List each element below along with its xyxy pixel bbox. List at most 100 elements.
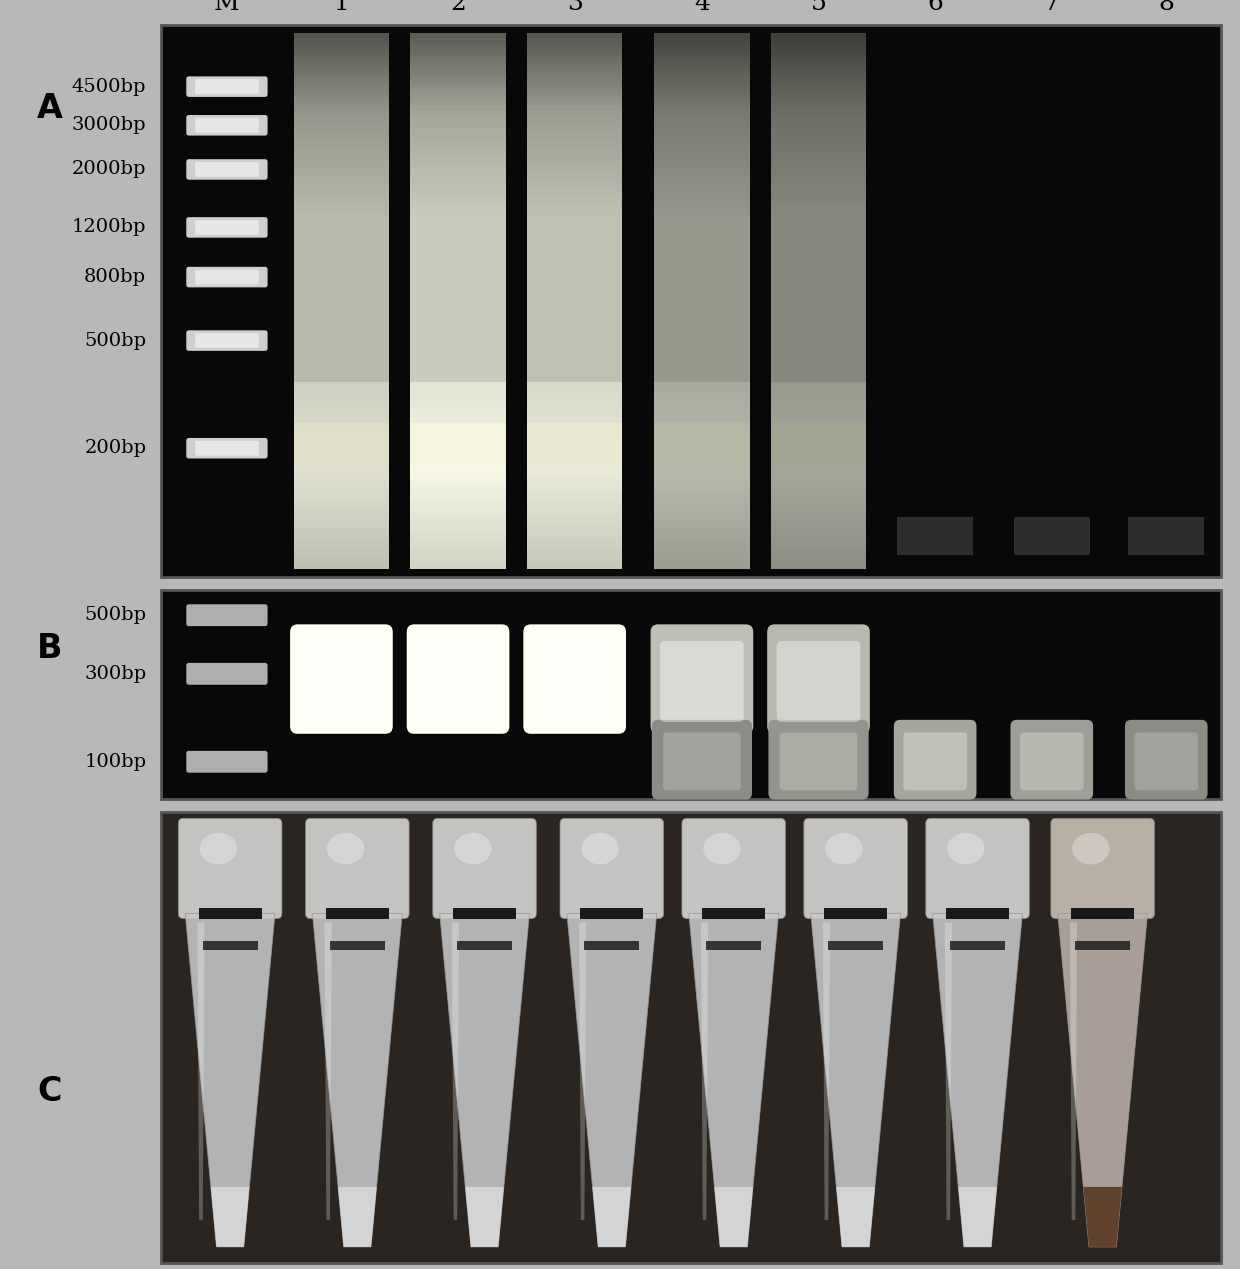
Bar: [527, 118, 622, 123]
Bar: [527, 404, 622, 409]
Bar: [294, 261, 389, 265]
Bar: [771, 524, 867, 529]
Bar: [655, 217, 750, 221]
Bar: [410, 315, 506, 320]
Bar: [527, 377, 622, 382]
Bar: [294, 60, 389, 65]
Bar: [771, 189, 867, 194]
Bar: [655, 168, 750, 173]
Bar: [294, 489, 389, 494]
Bar: [771, 105, 867, 109]
Bar: [410, 426, 506, 430]
Bar: [771, 256, 867, 261]
Bar: [410, 168, 506, 173]
Bar: [410, 395, 506, 400]
Polygon shape: [811, 914, 900, 1247]
Bar: [527, 489, 622, 494]
Bar: [527, 359, 622, 364]
Polygon shape: [185, 914, 275, 1247]
FancyBboxPatch shape: [433, 819, 537, 919]
Bar: [655, 453, 750, 458]
Ellipse shape: [454, 832, 491, 864]
Bar: [410, 471, 506, 476]
Polygon shape: [339, 1187, 377, 1247]
Bar: [655, 212, 750, 217]
Bar: [655, 150, 750, 154]
Bar: [410, 529, 506, 533]
Bar: [294, 159, 389, 162]
Text: 500bp: 500bp: [84, 331, 146, 349]
Bar: [410, 421, 506, 426]
Bar: [771, 301, 867, 306]
Bar: [702, 907, 765, 919]
Bar: [410, 235, 506, 239]
Bar: [655, 79, 750, 82]
Bar: [655, 283, 750, 288]
Bar: [771, 556, 867, 560]
Bar: [294, 444, 389, 449]
Bar: [771, 350, 867, 355]
Bar: [655, 274, 750, 279]
Bar: [771, 315, 867, 320]
Bar: [410, 141, 506, 145]
Bar: [527, 297, 622, 301]
Bar: [294, 239, 389, 244]
Bar: [527, 221, 622, 226]
FancyBboxPatch shape: [195, 79, 259, 94]
Bar: [771, 226, 867, 230]
Text: 3: 3: [567, 0, 583, 15]
Bar: [655, 345, 750, 350]
Bar: [410, 288, 506, 292]
Bar: [655, 368, 750, 373]
Bar: [410, 453, 506, 458]
Polygon shape: [567, 914, 657, 1247]
Bar: [527, 444, 622, 449]
Bar: [527, 247, 622, 253]
FancyBboxPatch shape: [195, 118, 259, 133]
Bar: [294, 51, 389, 56]
Bar: [294, 400, 389, 404]
Bar: [771, 136, 867, 141]
Bar: [294, 341, 389, 346]
Bar: [655, 315, 750, 320]
Bar: [771, 127, 867, 132]
Bar: [655, 176, 750, 181]
Bar: [771, 253, 867, 256]
Bar: [410, 171, 506, 176]
FancyBboxPatch shape: [186, 115, 268, 136]
Bar: [294, 483, 389, 489]
Bar: [1013, 516, 1090, 556]
Bar: [655, 301, 750, 306]
Polygon shape: [1070, 923, 1078, 1220]
Bar: [655, 324, 750, 329]
Bar: [771, 274, 867, 279]
Bar: [294, 265, 389, 270]
Bar: [294, 327, 389, 332]
Bar: [527, 560, 622, 565]
Bar: [527, 503, 622, 506]
Bar: [294, 355, 389, 359]
Bar: [527, 542, 622, 547]
Bar: [410, 253, 506, 256]
Bar: [294, 123, 389, 127]
Bar: [771, 466, 867, 471]
Bar: [410, 244, 506, 247]
Bar: [294, 114, 389, 118]
FancyBboxPatch shape: [186, 751, 268, 773]
Bar: [198, 907, 262, 919]
Bar: [410, 551, 506, 556]
Bar: [655, 306, 750, 311]
Bar: [655, 235, 750, 239]
Bar: [410, 261, 506, 265]
Bar: [771, 270, 867, 274]
Bar: [294, 230, 389, 235]
Bar: [655, 542, 750, 547]
Bar: [655, 439, 750, 444]
Bar: [655, 547, 750, 551]
Bar: [527, 265, 622, 270]
Ellipse shape: [1073, 832, 1110, 864]
Bar: [410, 565, 506, 569]
Bar: [410, 162, 506, 168]
Bar: [294, 336, 389, 341]
Bar: [771, 162, 867, 168]
